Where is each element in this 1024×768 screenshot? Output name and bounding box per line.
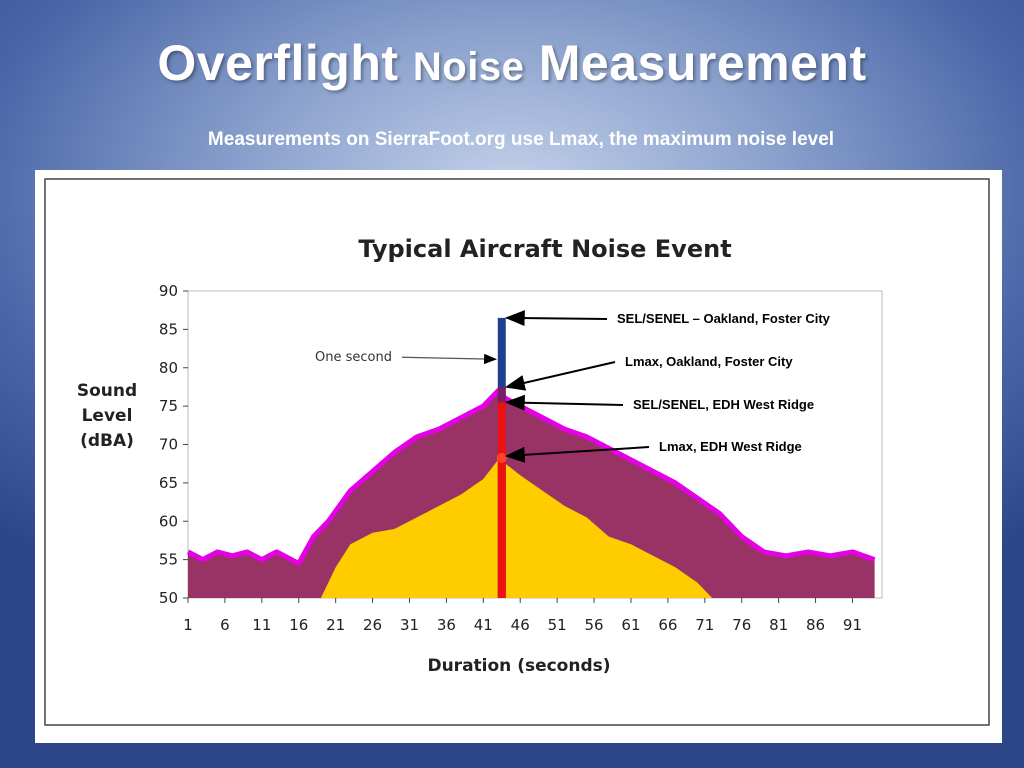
- y-axis-label-1: Sound: [77, 381, 137, 401]
- x-tick-label: 66: [658, 616, 677, 634]
- y-axis-label-2: Level: [82, 406, 133, 426]
- lmax-upper-segment: [497, 386, 506, 403]
- chart-frame: [44, 178, 990, 726]
- x-tick-label: 46: [511, 616, 530, 634]
- annotation-label: SEL/SENEL – Oakland, Foster City: [617, 311, 831, 326]
- y-tick-label: 75: [159, 397, 178, 415]
- x-tick-label: 76: [732, 616, 751, 634]
- annotation-label: Lmax, Oakland, Foster City: [625, 354, 793, 369]
- lmax-edh-marker: [496, 453, 507, 464]
- y-tick-label: 80: [159, 359, 178, 377]
- x-tick-label: 51: [548, 616, 567, 634]
- x-tick-label: 21: [326, 616, 345, 634]
- y-tick-label: 60: [159, 512, 178, 530]
- y-axis-label-3: (dBA): [80, 431, 134, 451]
- y-tick-label: 50: [159, 589, 178, 607]
- x-tick-label: 31: [400, 616, 419, 634]
- x-tick-label: 71: [695, 616, 714, 634]
- annotation-arrow: [504, 361, 616, 391]
- x-tick-label: 41: [474, 616, 493, 634]
- one-second-label: One second: [315, 350, 392, 365]
- annotation-arrow: [504, 446, 650, 463]
- title-part-2: Noise: [412, 45, 525, 89]
- x-tick-label: 1: [183, 616, 193, 634]
- title-part-1: Overflight: [157, 35, 413, 91]
- x-tick-label: 86: [806, 616, 825, 634]
- noise-chart: Typical Aircraft Noise Event Sound Level…: [44, 178, 990, 726]
- y-tick-label: 85: [159, 320, 178, 338]
- chart-panel: Typical Aircraft Noise Event Sound Level…: [35, 170, 1002, 743]
- x-tick-label: 81: [769, 616, 788, 634]
- annotation-label: Lmax, EDH West Ridge: [659, 439, 802, 454]
- annotation-label: SEL/SENEL, EDH West Ridge: [633, 397, 814, 412]
- series-area-edh-west-ridge: [320, 459, 713, 598]
- lmax-red-segment: [497, 402, 506, 598]
- x-tick-label: 36: [437, 616, 456, 634]
- x-tick-label: 6: [220, 616, 230, 634]
- y-tick-label: 55: [159, 551, 178, 569]
- y-tick-label: 65: [159, 474, 178, 492]
- x-tick-label: 26: [363, 616, 382, 634]
- x-tick-label: 11: [252, 616, 271, 634]
- x-tick-label: 16: [289, 616, 308, 634]
- x-axis-label: Duration (seconds): [427, 656, 610, 676]
- y-tick-label: 70: [159, 436, 178, 454]
- title-part-3: Measurement: [524, 35, 867, 91]
- x-tick-label: 56: [585, 616, 604, 634]
- y-tick-label: 90: [159, 282, 178, 300]
- annotation-arrow: [504, 310, 608, 327]
- x-tick-label: 61: [621, 616, 640, 634]
- one-second-arrow: [401, 353, 498, 365]
- slide-title: Overflight Noise Measurement: [0, 34, 1024, 92]
- annotation-arrow: [504, 394, 624, 411]
- slide-subtitle: Measurements on SierraFoot.org use Lmax,…: [207, 129, 835, 150]
- x-tick-label: 91: [843, 616, 862, 634]
- chart-title: Typical Aircraft Noise Event: [358, 235, 731, 263]
